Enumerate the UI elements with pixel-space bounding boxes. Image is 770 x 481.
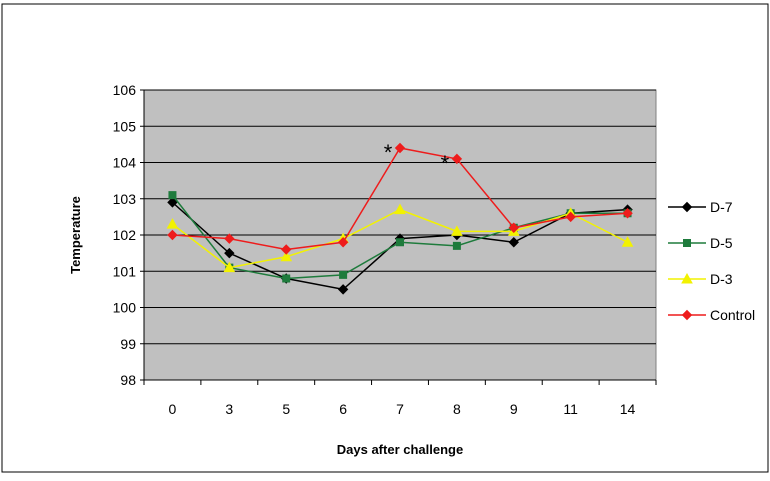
legend-marker bbox=[681, 309, 693, 321]
data-point-d-5 bbox=[339, 270, 348, 279]
x-tick-label: 9 bbox=[510, 401, 518, 417]
y-tick-label: 104 bbox=[113, 155, 137, 171]
data-point-control bbox=[224, 233, 235, 244]
data-point-d-3 bbox=[223, 261, 236, 273]
data-point-d-3 bbox=[166, 218, 179, 229]
x-tick-label: 3 bbox=[225, 401, 233, 417]
legend: D-7 D-5 D-3 Control bbox=[668, 199, 755, 323]
axis-layer: 98 99 100 101 102 103 104 105 106 0 3 5 6 7 8 9 11 14 bbox=[113, 82, 657, 417]
y-axis-label: Temperature bbox=[68, 196, 83, 274]
data-point-d-3 bbox=[621, 236, 634, 247]
y-tick-label: 100 bbox=[113, 300, 137, 316]
data-point-d-7 bbox=[508, 237, 519, 248]
x-axis-label: Days after challenge bbox=[337, 442, 463, 457]
x-tick-label: 7 bbox=[396, 401, 404, 417]
y-tick-label: 99 bbox=[120, 336, 136, 352]
x-tick-label: 14 bbox=[620, 401, 636, 417]
annotation-layer: * * bbox=[384, 140, 450, 176]
data-point-d-5 bbox=[396, 238, 404, 247]
series-control bbox=[167, 142, 633, 255]
data-point-control bbox=[167, 229, 178, 241]
series-layer bbox=[166, 142, 634, 295]
data-point-d-5 bbox=[168, 191, 177, 200]
legend-label: D-5 bbox=[710, 235, 733, 251]
data-point-d-5 bbox=[282, 274, 291, 283]
legend-item-d-3: D-3 bbox=[668, 271, 733, 287]
y-tick-label: 101 bbox=[113, 263, 137, 279]
y-tick-label: 102 bbox=[113, 227, 137, 243]
y-tick-label: 106 bbox=[113, 82, 137, 98]
legend-label: D-7 bbox=[710, 199, 733, 215]
legend-item-d-5: D-5 bbox=[668, 235, 733, 251]
y-tick-label: 98 bbox=[120, 372, 136, 388]
x-tick-label: 8 bbox=[453, 401, 461, 417]
x-tick-label: 0 bbox=[169, 401, 177, 417]
x-tick-label: 5 bbox=[282, 401, 290, 417]
legend-marker bbox=[681, 272, 693, 284]
significance-asterisk: * bbox=[384, 140, 393, 165]
x-tick-label: 11 bbox=[563, 401, 578, 417]
data-point-d-3 bbox=[280, 250, 293, 262]
data-point-d-3 bbox=[394, 203, 406, 215]
legend-marker bbox=[683, 239, 691, 247]
data-point-d-7 bbox=[337, 284, 349, 295]
data-point-d-7 bbox=[224, 247, 235, 259]
significance-asterisk: * bbox=[441, 151, 450, 176]
data-point-d-5 bbox=[452, 241, 461, 250]
legend-label: Control bbox=[710, 307, 755, 323]
y-tick-label: 103 bbox=[113, 191, 137, 207]
legend-item-d-7: D-7 bbox=[668, 199, 733, 215]
data-point-d-3 bbox=[451, 225, 463, 236]
data-point-d-7 bbox=[167, 197, 178, 208]
data-point-control bbox=[394, 142, 406, 154]
data-point-control bbox=[508, 222, 519, 233]
x-tick-label: 6 bbox=[339, 401, 347, 417]
data-point-control bbox=[281, 244, 292, 255]
y-tick-label: 105 bbox=[113, 118, 137, 134]
legend-label: D-3 bbox=[710, 271, 733, 287]
legend-marker bbox=[681, 201, 693, 213]
data-point-control bbox=[622, 208, 633, 219]
data-point-control bbox=[451, 153, 463, 165]
legend-item-control: Control bbox=[668, 307, 755, 323]
data-point-control bbox=[337, 237, 349, 248]
data-point-control bbox=[565, 211, 576, 223]
